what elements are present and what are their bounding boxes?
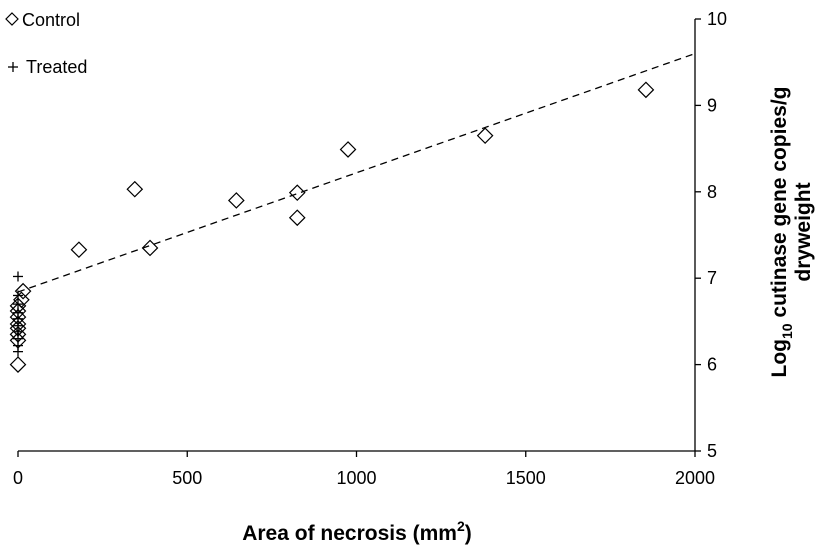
axes: 0 500 1000 1500 2000 5 6 7 8 9 10 bbox=[13, 9, 727, 488]
y-axis-title: Log10 cutinase gene copies/g bbox=[768, 87, 795, 378]
y-tick-label: 8 bbox=[707, 182, 717, 202]
treated-point bbox=[13, 290, 23, 301]
control-point bbox=[288, 184, 306, 202]
x-tick-label: 500 bbox=[172, 468, 202, 488]
x-tick-label: 0 bbox=[13, 468, 23, 488]
legend-treated-label: Treated bbox=[26, 57, 87, 77]
control-point bbox=[9, 356, 27, 373]
treated-point bbox=[13, 299, 23, 310]
y-axis-ticks: 5 6 7 8 9 10 bbox=[695, 9, 727, 461]
trendline bbox=[17, 52, 696, 293]
y-tick-label: 5 bbox=[707, 441, 717, 461]
x-axis-title: Area of necrosis (mm2) bbox=[242, 518, 472, 545]
control-point bbox=[476, 127, 494, 144]
legend-treated-plus-icon bbox=[8, 62, 18, 72]
control-point bbox=[637, 81, 655, 99]
control-point bbox=[288, 209, 306, 227]
control-point bbox=[14, 282, 32, 300]
y-tick-label: 9 bbox=[707, 95, 717, 115]
data-points bbox=[9, 81, 655, 373]
y-tick-label: 10 bbox=[707, 9, 727, 29]
y-axis-title-line2: dryweight bbox=[792, 182, 815, 281]
control-point bbox=[70, 241, 88, 259]
treated-point bbox=[13, 307, 23, 318]
x-tick-label: 1500 bbox=[506, 468, 546, 488]
x-tick-label: 2000 bbox=[675, 468, 715, 488]
control-point bbox=[141, 239, 159, 257]
x-tick-label: 1000 bbox=[336, 468, 376, 488]
y-tick-label: 7 bbox=[707, 268, 717, 288]
control-point bbox=[13, 291, 30, 309]
legend: Control Treated bbox=[5, 10, 87, 77]
treated-point bbox=[13, 271, 23, 282]
x-axis-ticks: 0 500 1000 1500 2000 bbox=[13, 451, 715, 488]
control-point bbox=[126, 180, 144, 198]
control-point bbox=[227, 192, 245, 209]
legend-control-label: Control bbox=[22, 10, 80, 30]
control-point bbox=[339, 141, 357, 158]
y-tick-label: 6 bbox=[707, 355, 717, 375]
legend-control-diamond-icon bbox=[5, 12, 19, 26]
